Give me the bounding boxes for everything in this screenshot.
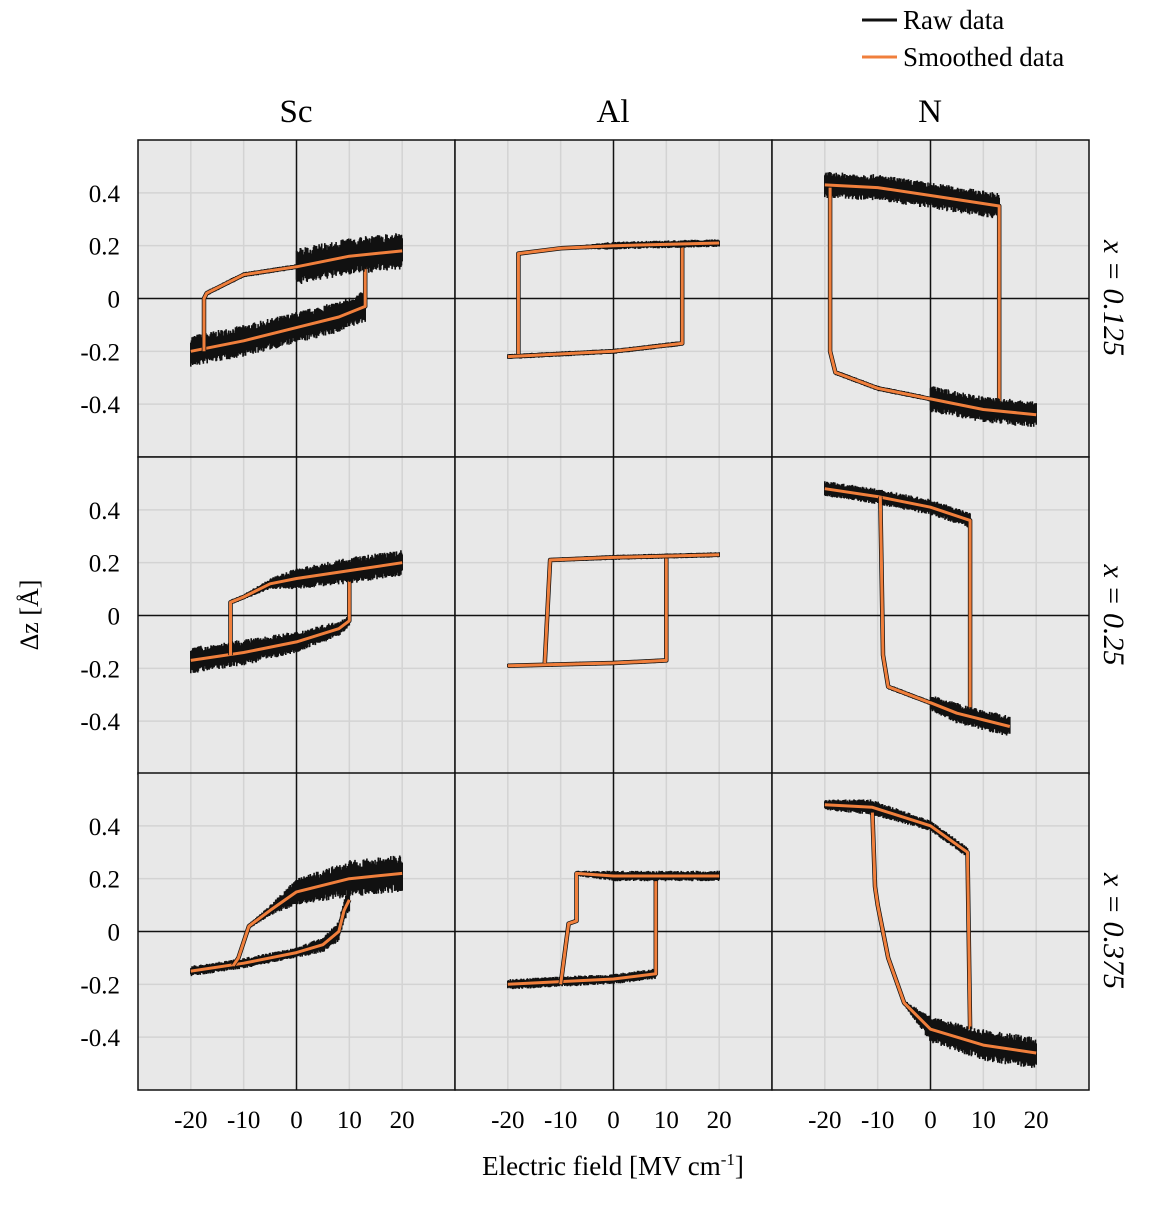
- panel-0-0: [137, 139, 456, 458]
- y-tick-label: 0.4: [89, 181, 121, 208]
- x-axis-label: Electric field [MV cm-1]: [482, 1150, 744, 1181]
- smoothed-data-line: [202, 249, 403, 352]
- y-tick-label: -0.4: [80, 1025, 120, 1052]
- x-tick-label: 0: [290, 1107, 303, 1134]
- x-tick-label: 10: [337, 1107, 362, 1134]
- smoothed-data-line: [229, 561, 403, 656]
- y-tick-label: -0.2: [80, 339, 120, 366]
- smoothed-data-line: [190, 261, 367, 353]
- row-label-0: x = 0.125: [1097, 239, 1130, 356]
- panels: 0.4 0.2 0 -0.2 -0.4 0.4 0.2 0 -0.2 -0.4 0.4 0.2 0 -0.…: [80, 139, 1090, 1134]
- y-axis-label: Δz [Å]: [15, 580, 44, 651]
- row-label-1: x = 0.25: [1097, 563, 1130, 665]
- legend-label-raw: Raw data: [903, 5, 1004, 35]
- column-title-n: N: [918, 94, 942, 130]
- y-tick-label: 0.2: [89, 234, 120, 261]
- panel-2-1: [454, 772, 773, 1091]
- panel-1-2: [771, 456, 1090, 775]
- x-tick-label: -20: [491, 1107, 524, 1134]
- panel-0-2: [771, 139, 1090, 458]
- smoothed-data-line: [507, 245, 684, 359]
- x-tick-label: 0: [924, 1107, 937, 1134]
- y-tick-label: -0.2: [80, 656, 120, 683]
- smoothed-data-line: [824, 487, 972, 716]
- smoothed-data-line: [559, 871, 720, 985]
- smoothed-data-line: [543, 553, 720, 664]
- y-tick-label: 0: [108, 604, 121, 631]
- column-title-al: Al: [597, 94, 630, 130]
- panel-1-0: [137, 456, 456, 775]
- x-tick-label: 20: [390, 1107, 415, 1134]
- smoothed-data-line: [824, 803, 972, 1030]
- smoothed-data-line: [870, 812, 1037, 1055]
- smoothed-data-line: [824, 183, 1001, 405]
- smoothed-data-line: [516, 241, 720, 354]
- y-tick-label: 0: [108, 287, 121, 314]
- panel-0-1: [454, 139, 773, 458]
- panel-2-0: [137, 772, 456, 1091]
- y-tick-label: 0.4: [89, 814, 121, 841]
- legend: Raw data Smoothed data: [862, 5, 1064, 72]
- y-tick-label: -0.2: [80, 972, 120, 999]
- y-tick-label: 0.2: [89, 867, 120, 894]
- y-tick-label: 0.4: [89, 498, 121, 525]
- y-tick-label: -0.4: [80, 392, 120, 419]
- smoothed-data-line: [190, 899, 351, 973]
- smoothed-data-line: [231, 871, 403, 967]
- x-tick-label: 20: [1024, 1107, 1049, 1134]
- smoothed-data-line: [878, 496, 1011, 728]
- y-tick-label: 0: [108, 920, 121, 947]
- x-tick-label: -10: [544, 1107, 577, 1134]
- panel-2-2: [771, 772, 1090, 1091]
- y-tick-label: 0.2: [89, 551, 120, 578]
- panel-1-1: [454, 456, 773, 775]
- row-label-2: x = 0.375: [1097, 872, 1130, 989]
- legend-label-smoothed: Smoothed data: [903, 42, 1064, 72]
- x-tick-label: -20: [808, 1107, 841, 1134]
- x-tick-label: 20: [707, 1107, 732, 1134]
- x-tick-label: 10: [971, 1107, 996, 1134]
- x-tick-label: 10: [654, 1107, 679, 1134]
- x-axis-label-main: Electric field [MV cm: [482, 1151, 721, 1181]
- smoothed-data-line: [507, 557, 668, 668]
- column-title-sc: Sc: [280, 94, 313, 130]
- panel-border: [771, 772, 1090, 1091]
- x-tick-label: 0: [607, 1107, 620, 1134]
- smoothed-data-line: [190, 578, 351, 662]
- x-tick-label: -20: [174, 1107, 207, 1134]
- y-tick-label: -0.4: [80, 709, 120, 736]
- x-axis-label-sup: -1: [721, 1150, 735, 1169]
- x-axis-label-end: ]: [735, 1151, 744, 1181]
- smoothed-data-line: [828, 187, 1037, 417]
- x-tick-label: -10: [861, 1107, 894, 1134]
- x-tick-label: -10: [227, 1107, 260, 1134]
